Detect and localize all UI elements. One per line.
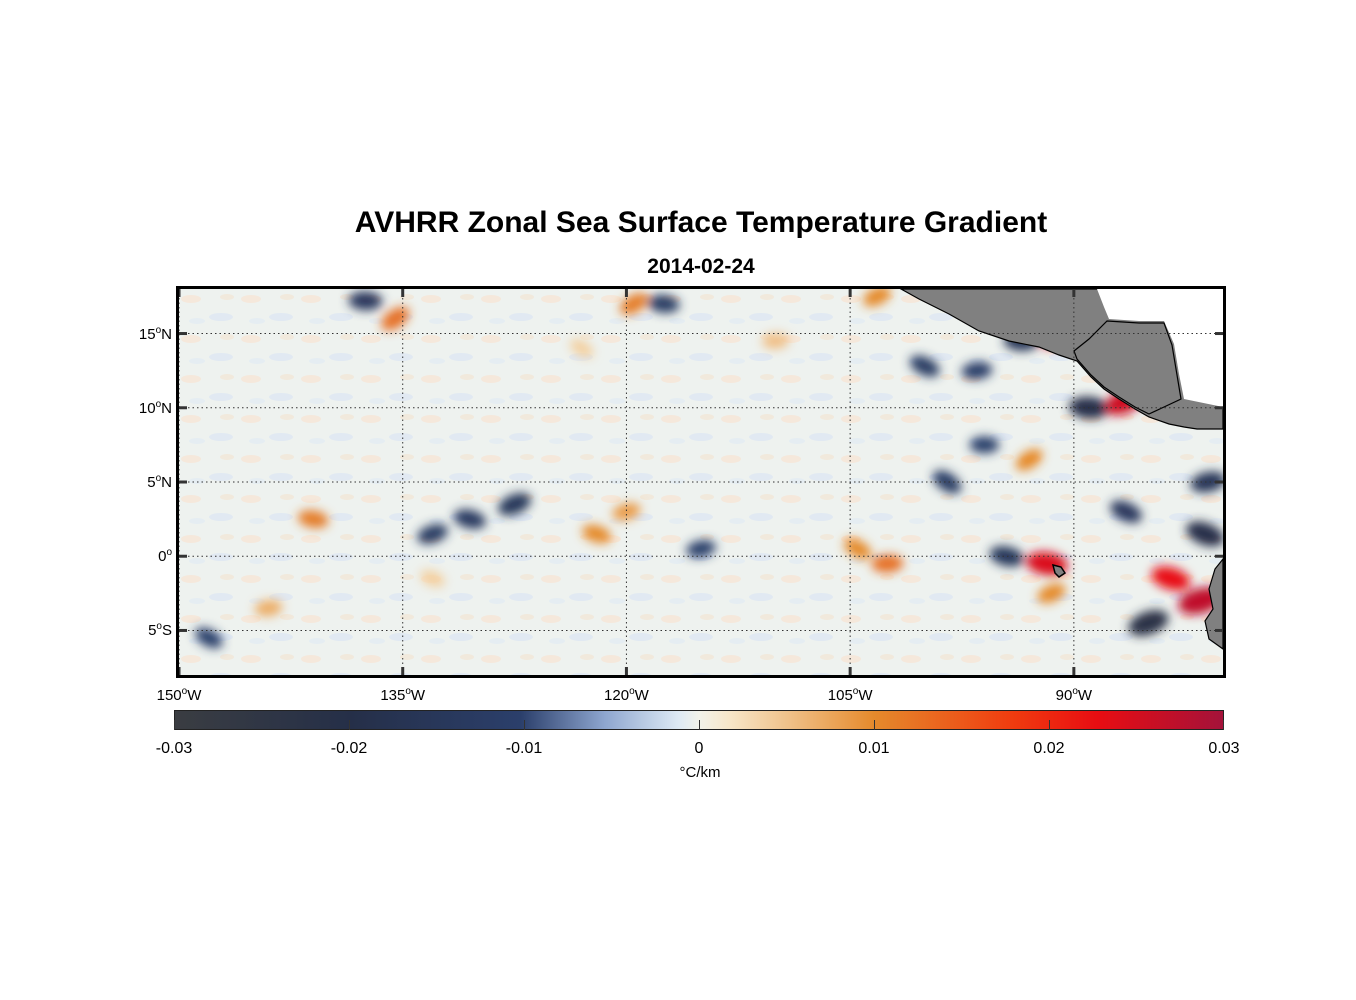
gradient-feature — [863, 289, 891, 307]
latitude-label: 5oS — [148, 621, 172, 640]
gradient-feature — [348, 291, 383, 311]
colorbar-tick-label: -0.03 — [155, 740, 193, 757]
gradient-feature — [1186, 521, 1223, 547]
colorbar-tick-mark — [699, 720, 700, 730]
gradient-feature — [453, 509, 486, 529]
gradient-feature — [871, 554, 904, 573]
colorbar-tick-label: 0 — [694, 740, 704, 757]
colorbar-units: °C/km — [679, 764, 721, 781]
map-panel — [176, 286, 1226, 678]
gradient-feature — [195, 627, 223, 649]
galapagos-island — [1051, 563, 1067, 578]
gradient-feature — [1110, 500, 1142, 523]
gradient-feature — [647, 294, 680, 313]
gradient-feature — [843, 538, 872, 560]
gradient-feature — [612, 502, 641, 521]
gradient-feature — [1037, 583, 1066, 604]
gradient-feature — [969, 436, 1000, 454]
gradient-feature — [420, 570, 445, 587]
gradient-feature — [570, 338, 594, 358]
gradient-feature — [1015, 448, 1043, 471]
colorbar-tick-label: 0.02 — [1033, 740, 1065, 757]
gradient-feature — [932, 470, 962, 494]
gradient-feature — [1151, 566, 1191, 591]
gradient-feature — [762, 333, 790, 349]
longitude-label: 120oW — [604, 686, 649, 704]
chart-subtitle: 2014-02-24 — [647, 255, 755, 278]
gradient-feature — [1128, 610, 1169, 637]
gradient-feature — [1190, 471, 1223, 493]
gradient-feature — [909, 355, 940, 377]
longitude-label: 105oW — [827, 686, 873, 704]
latitude-label: 0o — [158, 547, 172, 566]
latitude-label: 15oN — [138, 324, 172, 343]
frame-ticks — [179, 289, 1223, 675]
colorbar-tick-label: 0.01 — [858, 740, 890, 757]
sst-gradient-map — [179, 289, 1223, 675]
gradient-feature — [498, 492, 532, 516]
latitude-label: 10oN — [138, 398, 172, 417]
colorbar-tick-label: -0.01 — [505, 740, 543, 757]
gradient-feature — [989, 545, 1024, 567]
colorbar-tick-mark — [1049, 720, 1050, 730]
gradient-feature — [417, 523, 448, 544]
longitude-label: 90oW — [1055, 686, 1093, 704]
longitude-label: 150oW — [156, 686, 202, 704]
gradient-feature — [961, 361, 993, 380]
land-north-fill — [1073, 320, 1182, 415]
colorbar-tick-label: -0.02 — [330, 740, 368, 757]
colorbar-tick-mark — [174, 720, 175, 730]
colorbar-tick-mark — [524, 720, 525, 730]
latitude-label: 5oN — [147, 473, 172, 491]
gradient-feature — [254, 600, 283, 617]
chart-title: AVHRR Zonal Sea Surface Temperature Grad… — [354, 206, 1048, 239]
longitude-label: 135oW — [380, 686, 426, 704]
gradient-feature — [297, 510, 329, 529]
graticule — [179, 289, 1223, 675]
gradient-feature — [686, 539, 716, 558]
colorbar-tick-mark — [349, 720, 350, 730]
colorbar-tick-label: 0.03 — [1208, 740, 1240, 757]
colorbar-tick-mark — [1223, 720, 1224, 730]
land-south-america — [1204, 558, 1223, 650]
land-north-notch — [1097, 289, 1223, 407]
colorbar-tick-mark — [874, 720, 875, 730]
gradient-feature — [582, 524, 612, 544]
